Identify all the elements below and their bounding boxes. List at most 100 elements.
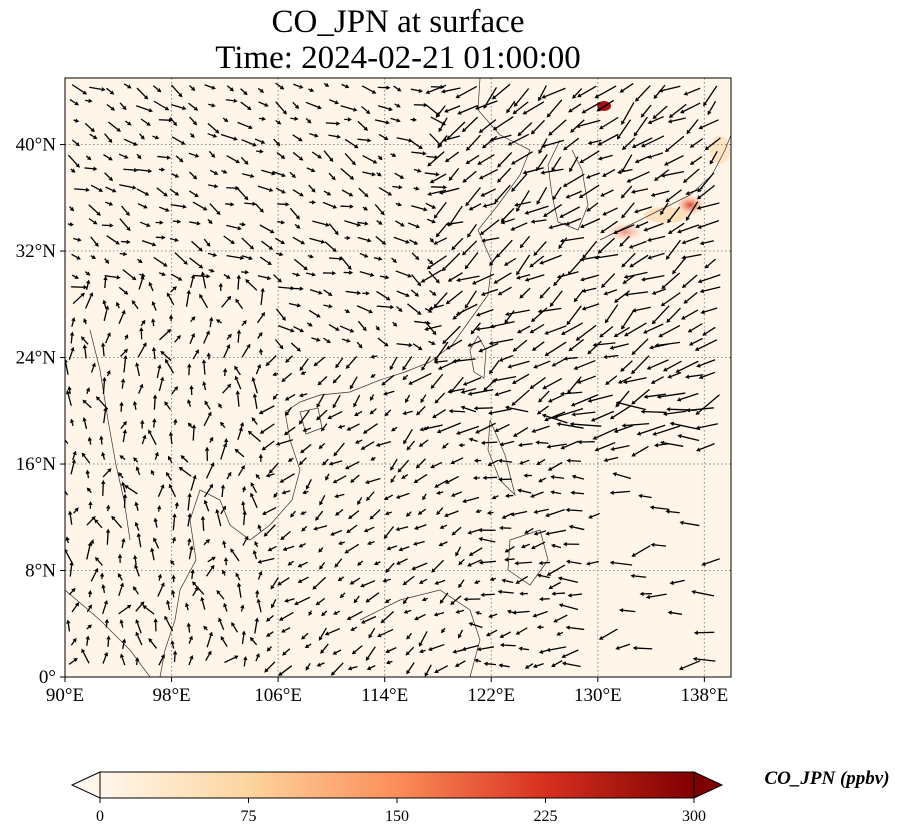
wind-arrow (242, 173, 255, 178)
wind-arrow (337, 576, 345, 582)
wind-arrow (134, 501, 139, 511)
wind-arrow (171, 536, 176, 544)
wind-arrow (499, 631, 512, 638)
wind-arrow (546, 443, 567, 449)
wind-arrow (122, 429, 127, 443)
wind-arrow (556, 421, 584, 429)
wind-arrow (681, 253, 702, 260)
wind-arrow (86, 624, 92, 630)
wind-arrow (170, 640, 175, 649)
wind-arrow (553, 408, 584, 419)
wind-arrow (171, 386, 179, 395)
wind-arrow (200, 271, 207, 289)
y-tick-label: 24°N (16, 348, 57, 369)
wind-arrow (504, 405, 529, 413)
wind-arrow (277, 325, 295, 333)
wind-arrow (609, 560, 633, 566)
wind-arrow (135, 601, 145, 612)
wind-arrow (357, 497, 363, 506)
wind-arrow (560, 322, 584, 335)
wind-arrow (615, 400, 647, 411)
wind-vectors (65, 82, 721, 677)
wind-arrow (125, 120, 132, 126)
wind-arrow (480, 188, 496, 197)
wind-arrow (284, 598, 295, 603)
wind-arrow (292, 101, 300, 110)
wind-arrow (456, 275, 480, 283)
wind-arrow (544, 341, 567, 357)
wind-arrow (218, 617, 225, 630)
wind-arrow (524, 527, 534, 534)
wind-arrow (100, 342, 106, 357)
wind-arrow (218, 282, 223, 291)
wind-arrow (275, 119, 282, 125)
wind-arrow (450, 595, 462, 606)
wind-arrow (121, 537, 126, 549)
wind-arrow (309, 237, 326, 244)
wind-arrow (533, 530, 547, 536)
wind-arrow (82, 417, 88, 430)
wind-arrow (85, 292, 94, 309)
wind-arrow (562, 541, 580, 547)
wind-arrow (107, 121, 121, 132)
wind-arrow (274, 237, 286, 245)
wind-arrow (447, 272, 463, 282)
wind-arrow (518, 442, 533, 448)
wind-arrow (290, 342, 301, 352)
wind-arrow (254, 540, 259, 548)
wind-arrow (592, 427, 618, 440)
wind-arrow (576, 85, 597, 98)
wind-arrow (702, 326, 716, 336)
wind-arrow (417, 508, 427, 515)
wind-arrow (276, 251, 284, 257)
wind-arrow (511, 389, 530, 406)
wind-arrow (545, 529, 566, 536)
wind-arrow (408, 372, 432, 385)
wind-arrow (119, 401, 124, 412)
wind-arrow (462, 170, 477, 183)
wind-arrow (548, 581, 561, 590)
wind-arrow (261, 440, 275, 451)
wind-arrow (323, 150, 334, 163)
wind-arrow (82, 344, 88, 359)
wind-arrow (363, 526, 375, 533)
wind-arrow (401, 474, 409, 479)
wind-arrow (189, 274, 196, 288)
wind-arrow (169, 117, 178, 127)
wind-arrow (497, 286, 512, 296)
wind-arrow (391, 426, 398, 432)
coast-korea (547, 139, 589, 231)
wind-arrow (170, 286, 177, 293)
wind-arrow (587, 139, 602, 145)
wind-arrow (442, 325, 461, 345)
wind-arrow (461, 644, 479, 652)
wind-arrow (511, 373, 530, 384)
wind-arrow (169, 237, 179, 242)
wind-arrow (468, 547, 483, 556)
wind-arrow (427, 218, 436, 224)
wind-arrow (454, 660, 466, 667)
wind-arrow (339, 592, 346, 599)
wind-arrow (658, 324, 681, 338)
wind-arrow (322, 458, 329, 466)
wind-arrow (170, 559, 175, 566)
wind-arrow (687, 323, 703, 333)
wind-arrow (203, 538, 210, 546)
wind-arrow (666, 307, 681, 323)
wind-arrow (395, 492, 410, 499)
wind-arrow (489, 134, 512, 142)
wind-arrow (570, 490, 585, 496)
wind-arrow (270, 577, 279, 590)
wind-arrow (298, 392, 308, 398)
wind-arrow (275, 439, 294, 446)
wind-arrow (411, 252, 420, 261)
wind-arrow (209, 436, 214, 443)
wind-arrow (65, 438, 69, 444)
gridlines (65, 78, 731, 677)
wind-arrow (406, 662, 415, 675)
wind-arrow (137, 203, 148, 209)
wind-arrow (594, 253, 619, 260)
wind-arrow (106, 235, 120, 245)
wind-arrow (152, 418, 157, 428)
